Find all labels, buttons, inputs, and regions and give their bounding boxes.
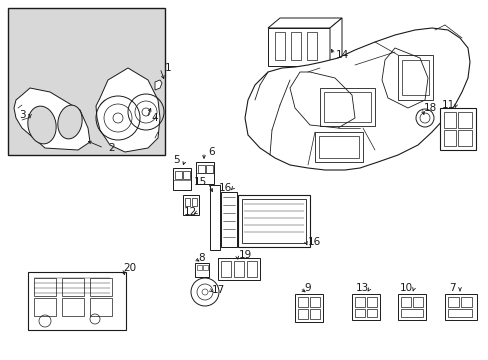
Text: 6: 6 xyxy=(208,147,215,157)
Bar xyxy=(183,171,190,179)
Bar xyxy=(205,165,213,173)
Text: 15: 15 xyxy=(193,177,206,187)
Text: 16: 16 xyxy=(218,183,231,193)
Text: 9: 9 xyxy=(304,283,311,293)
Bar xyxy=(397,294,425,320)
Bar xyxy=(297,309,307,319)
Text: 1: 1 xyxy=(164,63,171,73)
Bar xyxy=(90,278,112,296)
Bar xyxy=(457,130,471,146)
Bar xyxy=(400,309,422,317)
Polygon shape xyxy=(155,80,162,90)
Text: 10: 10 xyxy=(399,283,412,293)
Bar xyxy=(209,185,220,250)
Bar xyxy=(447,297,458,307)
Polygon shape xyxy=(244,28,469,170)
Bar xyxy=(274,32,285,60)
Bar xyxy=(457,112,471,128)
Bar xyxy=(309,309,319,319)
Bar xyxy=(8,8,164,155)
Bar xyxy=(318,136,358,158)
Bar xyxy=(444,294,476,320)
Text: 13: 13 xyxy=(355,283,368,293)
Text: 4: 4 xyxy=(151,113,158,123)
Bar xyxy=(401,60,428,95)
Text: 8: 8 xyxy=(198,253,205,263)
Bar xyxy=(234,261,244,277)
Bar xyxy=(238,195,309,247)
Text: 12: 12 xyxy=(183,207,196,217)
Bar xyxy=(196,162,214,184)
Ellipse shape xyxy=(58,105,82,139)
Bar xyxy=(366,297,376,307)
Bar xyxy=(246,261,257,277)
Bar xyxy=(62,278,84,296)
Bar xyxy=(290,32,301,60)
Bar xyxy=(324,92,370,122)
Circle shape xyxy=(191,278,219,306)
Text: 14: 14 xyxy=(335,50,348,60)
Bar xyxy=(184,198,190,206)
Bar xyxy=(221,261,230,277)
Text: 19: 19 xyxy=(238,250,251,260)
Bar xyxy=(297,297,307,307)
Text: 20: 20 xyxy=(123,263,136,273)
Bar xyxy=(192,198,197,206)
Bar xyxy=(354,297,364,307)
Bar xyxy=(183,195,199,215)
Polygon shape xyxy=(329,18,341,66)
Bar xyxy=(242,199,305,243)
Bar xyxy=(443,112,455,128)
Text: 18: 18 xyxy=(423,103,436,113)
Polygon shape xyxy=(96,68,160,152)
Bar xyxy=(439,108,475,150)
Bar xyxy=(34,278,56,296)
Bar xyxy=(366,309,376,317)
Bar xyxy=(309,297,319,307)
Polygon shape xyxy=(14,88,90,150)
Bar xyxy=(443,130,455,146)
Bar xyxy=(197,265,202,270)
Text: 11: 11 xyxy=(441,100,454,110)
Bar xyxy=(62,298,84,316)
Bar xyxy=(34,298,56,316)
Bar xyxy=(319,88,374,126)
Text: 17: 17 xyxy=(211,285,224,295)
Bar xyxy=(28,272,126,330)
Bar xyxy=(221,192,237,247)
Bar xyxy=(314,132,362,162)
Bar xyxy=(306,32,316,60)
Bar xyxy=(412,297,422,307)
Bar xyxy=(294,294,323,322)
Bar xyxy=(173,168,191,190)
Bar xyxy=(354,309,364,317)
Bar xyxy=(175,171,182,179)
Text: 16: 16 xyxy=(307,237,320,247)
Bar xyxy=(198,165,204,173)
Text: 7: 7 xyxy=(448,283,454,293)
Bar xyxy=(203,265,207,270)
Polygon shape xyxy=(267,18,341,28)
Bar xyxy=(218,258,260,280)
Bar xyxy=(195,263,208,277)
Text: 3: 3 xyxy=(19,110,25,120)
Bar xyxy=(400,297,410,307)
Bar xyxy=(397,55,432,100)
Text: 2: 2 xyxy=(108,143,115,153)
Ellipse shape xyxy=(28,106,56,144)
Text: 5: 5 xyxy=(173,155,180,165)
Circle shape xyxy=(415,109,433,127)
Bar xyxy=(267,28,329,66)
Bar xyxy=(90,298,112,316)
Bar xyxy=(447,309,471,317)
Bar xyxy=(351,294,379,320)
Bar xyxy=(460,297,471,307)
